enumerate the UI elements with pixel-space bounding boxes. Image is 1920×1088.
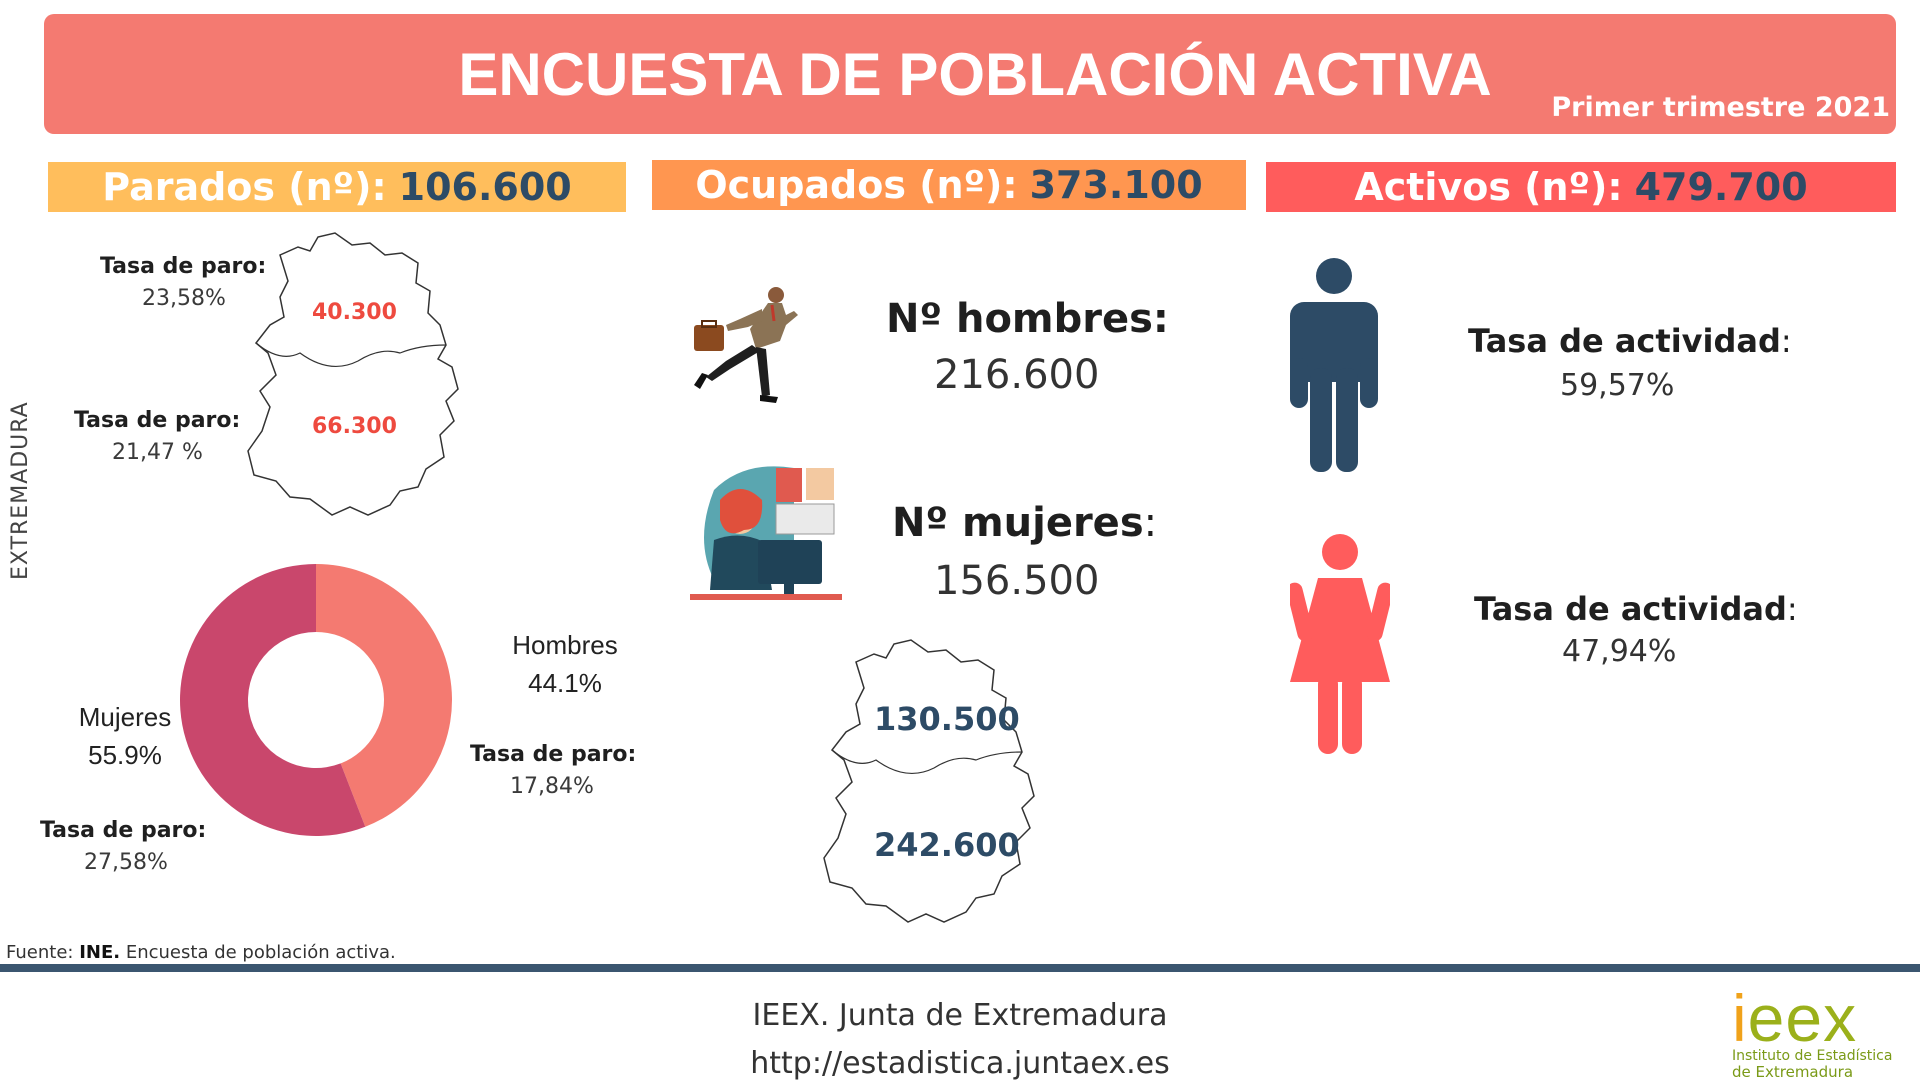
women-activity-value: 47,94% — [1562, 634, 1677, 669]
parados-bar: Parados (nº): 106.600 — [48, 162, 626, 212]
activos-label: Activos (nº): — [1354, 165, 1623, 209]
women-activity-label-text: Tasa de actividad — [1474, 590, 1787, 628]
woman-office-icon — [690, 466, 842, 600]
women-rate-value: 27,58% — [84, 850, 168, 875]
ocupados-north-count: 130.500 — [874, 700, 1020, 738]
activos-value: 479.700 — [1634, 165, 1808, 209]
south-rate-value: 21,47 % — [112, 440, 203, 465]
ocupados-bar: Ocupados (nº): 373.100 — [652, 160, 1246, 210]
ocupados-map-icon — [823, 639, 1035, 923]
woman-icon — [1290, 534, 1390, 754]
women-count-colon: : — [1143, 500, 1158, 546]
logo-sub1: Instituto de Estadística — [1732, 1048, 1893, 1064]
south-rate-label: Tasa de paro: — [74, 408, 241, 433]
source-text: Encuesta de población activa. — [125, 942, 396, 963]
men-activity-label: Tasa de actividad: — [1468, 322, 1792, 360]
donut-slice-mujeres — [179, 564, 366, 836]
activos-bar: Activos (nº): 479.700 — [1266, 162, 1896, 212]
women-percent-label: 55.9% — [88, 740, 162, 770]
women-rate-label: Tasa de paro: — [40, 818, 207, 843]
page-subtitle: Primer trimestre 2021 — [1551, 92, 1890, 123]
men-count-value: 216.600 — [934, 352, 1100, 398]
ieex-logo: ieex Instituto de Estadística de Extrema… — [1732, 980, 1902, 1080]
men-activity-value: 59,57% — [1560, 368, 1675, 403]
women-legend-label: Mujeres — [78, 702, 172, 732]
men-count-label: Nº hombres: — [886, 296, 1169, 342]
men-activity-label-text: Tasa de actividad — [1468, 322, 1781, 360]
north-parados-count: 40.300 — [312, 300, 397, 325]
logo-letters: eex — [1747, 981, 1858, 1055]
women-count-label-text: Nº mujeres — [892, 500, 1144, 546]
men-rate-value: 17,84% — [510, 774, 594, 799]
source-note: Fuente: INE. Encuesta de población activ… — [6, 942, 396, 963]
footer-url[interactable]: http://estadistica.juntaex.es — [750, 1046, 1170, 1081]
footer-divider — [0, 964, 1920, 972]
south-parados-count: 66.300 — [312, 414, 397, 439]
women-activity-label: Tasa de actividad: — [1474, 590, 1798, 628]
source-prefix: Fuente: — [6, 942, 74, 963]
logo-sub2: de Extremadura — [1732, 1063, 1854, 1081]
footer-org: IEEX. Junta de Extremadura — [752, 998, 1168, 1033]
women-activity-colon: : — [1786, 590, 1798, 628]
men-rate-label: Tasa de paro: — [470, 742, 637, 767]
source-org: INE. — [79, 942, 121, 963]
gender-donut-chart — [179, 564, 452, 836]
ocupados-south-count: 242.600 — [874, 826, 1020, 864]
ocupados-label: Ocupados (nº): — [695, 163, 1018, 207]
title-banner — [44, 14, 1896, 134]
footer-block: IEEX. Junta de Extremadura http://estadi… — [0, 992, 1920, 1088]
parados-label: Parados (nº): — [102, 165, 387, 209]
logo-text: ieex — [1732, 981, 1858, 1055]
women-count-value: 156.500 — [934, 558, 1100, 604]
page-title: ENCUESTA DE POBLACIÓN ACTIVA — [458, 41, 1492, 108]
north-rate-label: Tasa de paro: — [100, 254, 267, 279]
parados-value: 106.600 — [398, 165, 572, 209]
men-percent-label: 44.1% — [528, 668, 602, 698]
parados-map-icon — [247, 232, 459, 516]
donut-slice-hombres — [316, 564, 452, 827]
women-count-label: Nº mujeres: — [892, 500, 1157, 546]
businessman-icon — [694, 287, 798, 403]
ocupados-value: 373.100 — [1029, 163, 1203, 207]
region-label: EXTREMADURA — [8, 401, 33, 580]
men-activity-colon: : — [1780, 322, 1792, 360]
man-icon — [1290, 258, 1378, 472]
north-rate-value: 23,58% — [142, 286, 226, 311]
men-legend-label: Hombres — [512, 630, 618, 660]
